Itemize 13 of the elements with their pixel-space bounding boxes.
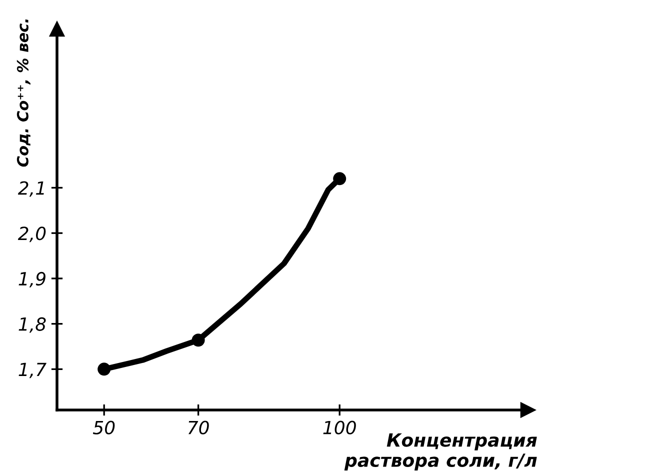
- point: [98, 362, 111, 376]
- y-tick-label: 1,9: [18, 272, 46, 288]
- x-tick-label: 70: [188, 420, 209, 434]
- y-tick-label: 2,1: [18, 181, 44, 197]
- y-tick-label: 1,8: [18, 317, 46, 333]
- x-tick-label: 50: [92, 420, 115, 434]
- point: [192, 334, 205, 347]
- y-tick-label: 2,0: [18, 226, 46, 242]
- x-axis-title: Концентрация раствора соли, г/л: [344, 433, 537, 471]
- point: [333, 172, 346, 186]
- x-tick-label: 100: [323, 420, 356, 434]
- y-tick-label: 1,7: [18, 362, 46, 378]
- y-axis-title: Сод. Co⁺⁺, % вес.: [16, 19, 30, 167]
